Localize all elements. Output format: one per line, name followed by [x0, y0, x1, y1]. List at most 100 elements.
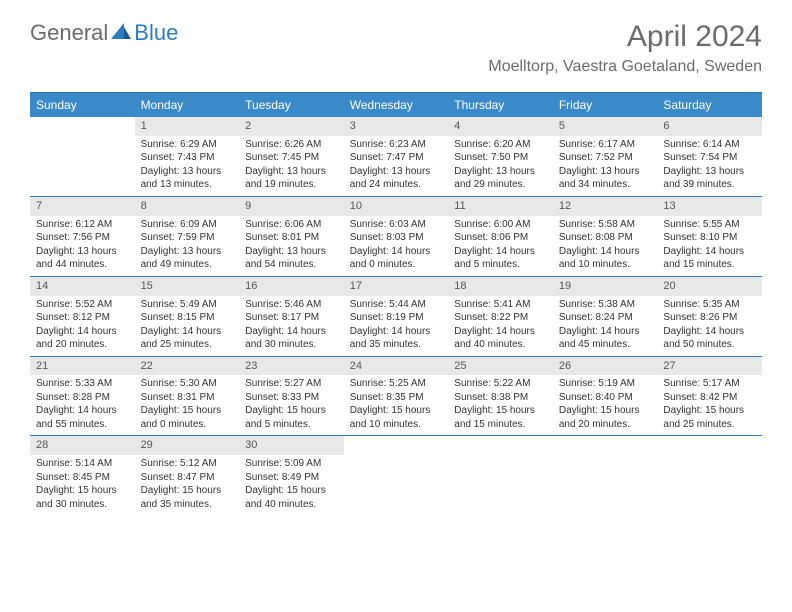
day-cell: 15Sunrise: 5:49 AMSunset: 8:15 PMDayligh…	[135, 277, 240, 356]
sunset-line: Sunset: 8:15 PM	[141, 311, 234, 325]
sunrise-line: Sunrise: 5:17 AM	[663, 377, 756, 391]
week-row: 1Sunrise: 6:29 AMSunset: 7:43 PMDaylight…	[30, 117, 762, 197]
day-number: 8	[135, 197, 240, 216]
week-row: 7 Sunrise: 6:12 AMSunset: 7:56 PM Daylight…	[30, 197, 762, 277]
day-body: Sunrise: 6:26 AMSunset: 7:45 PMDaylight:…	[239, 136, 344, 196]
day-body: Sunrise: 6:23 AMSunset: 7:47 PMDaylight:…	[344, 136, 449, 196]
calendar-body: 1Sunrise: 6:29 AMSunset: 7:43 PMDaylight…	[30, 117, 762, 515]
day-number: 30	[239, 436, 344, 455]
empty-cell	[553, 436, 658, 515]
sunset-line: Sunset: 7:43 PM	[141, 151, 234, 165]
daylight-line: Daylight: 13 hours and 29 minutes.	[454, 165, 547, 192]
sunset-line: Sunset: 7:56 PM	[36, 231, 129, 245]
day-cell: 12Sunrise: 5:58 AMSunset: 8:08 PMDayligh…	[553, 197, 658, 276]
title-block: April 2024 Moelltorp, Vaestra Goetaland,…	[488, 20, 762, 76]
day-cell: 11Sunrise: 6:00 AMSunset: 8:06 PMDayligh…	[448, 197, 553, 276]
day-number: 16	[239, 277, 344, 296]
sunrise-line: Sunrise: 5:12 AM	[141, 457, 234, 471]
sunrise-line: Sunrise: 5:58 AM	[559, 218, 652, 232]
day-number: 12	[553, 197, 658, 216]
day-number: 7	[30, 197, 135, 216]
daylight-line: Daylight: 14 hours and 25 minutes.	[141, 325, 234, 352]
sunset-line: Sunset: 8:24 PM	[559, 311, 652, 325]
day-number: 11	[448, 197, 553, 216]
sunrise-line: Sunrise: 5:38 AM	[559, 298, 652, 312]
sunrise-line: Sunrise: 6:23 AM	[350, 138, 443, 152]
triangle-icon	[110, 22, 132, 45]
day-cell: 9Sunrise: 6:06 AMSunset: 8:01 PMDaylight…	[239, 197, 344, 276]
day-header-wednesday: Wednesday	[344, 93, 449, 117]
day-number: 13	[657, 197, 762, 216]
sunset-line: Sunset: 8:22 PM	[454, 311, 547, 325]
day-body: Sunrise: 5:35 AMSunset: 8:26 PMDaylight:…	[657, 296, 762, 356]
sunrise-line: Sunrise: 5:52 AM	[36, 298, 129, 312]
daylight-line: Daylight: 15 hours and 15 minutes.	[454, 404, 547, 431]
sunset-line: Sunset: 8:08 PM	[559, 231, 652, 245]
sunset-line: Sunset: 7:50 PM	[454, 151, 547, 165]
sunset-line: Sunset: 7:47 PM	[350, 151, 443, 165]
day-body: Sunrise: 5:14 AMSunset: 8:45 PMDaylight:…	[30, 455, 135, 515]
daylight-line: Daylight: 14 hours and 5 minutes.	[454, 245, 547, 272]
calendar-header-row: SundayMondayTuesdayWednesdayThursdayFrid…	[30, 93, 762, 117]
sunrise-line: Sunrise: 5:14 AM	[36, 457, 129, 471]
daylight-line: Daylight: 15 hours and 35 minutes.	[141, 484, 234, 511]
day-header-friday: Friday	[553, 93, 658, 117]
day-number: 18	[448, 277, 553, 296]
day-number: 19	[553, 277, 658, 296]
location-text: Moelltorp, Vaestra Goetaland, Sweden	[488, 58, 762, 76]
daylight-line: Daylight: 14 hours and 15 minutes.	[663, 245, 756, 272]
daylight-line: Daylight: 15 hours and 25 minutes.	[663, 404, 756, 431]
day-cell: 10Sunrise: 6:03 AMSunset: 8:03 PMDayligh…	[344, 197, 449, 276]
sunrise-line: Sunrise: 6:09 AM	[141, 218, 234, 232]
day-cell: 24Sunrise: 5:25 AMSunset: 8:35 PMDayligh…	[344, 357, 449, 436]
week-row: 21Sunrise: 5:33 AMSunset: 8:28 PMDayligh…	[30, 357, 762, 437]
day-cell: 22Sunrise: 5:30 AMSunset: 8:31 PMDayligh…	[135, 357, 240, 436]
day-body: Sunrise: 5:27 AMSunset: 8:33 PMDaylight:…	[239, 375, 344, 435]
day-header-saturday: Saturday	[657, 93, 762, 117]
day-body: Sunrise: 5:38 AMSunset: 8:24 PMDaylight:…	[553, 296, 658, 356]
sunrise-line: Sunrise: 5:35 AM	[663, 298, 756, 312]
sunset-line: Sunset: 8:10 PM	[663, 231, 756, 245]
day-body: Sunrise: 5:17 AMSunset: 8:42 PMDaylight:…	[657, 375, 762, 435]
day-body: Sunrise: 5:22 AMSunset: 8:38 PMDaylight:…	[448, 375, 553, 435]
daylight-line: Daylight: 13 hours and 54 minutes.	[245, 245, 338, 272]
empty-cell	[448, 436, 553, 515]
day-body: Sunrise: 6:06 AMSunset: 8:01 PMDaylight:…	[239, 216, 344, 276]
day-number: 20	[657, 277, 762, 296]
day-cell: 3Sunrise: 6:23 AMSunset: 7:47 PMDaylight…	[344, 117, 449, 196]
day-body: Sunrise: 5:12 AMSunset: 8:47 PMDaylight:…	[135, 455, 240, 515]
daylight-line: Daylight: 14 hours and 30 minutes.	[245, 325, 338, 352]
sunrise-line: Sunrise: 5:44 AM	[350, 298, 443, 312]
day-header-sunday: Sunday	[30, 93, 135, 117]
day-body: Sunrise: 6:20 AMSunset: 7:50 PMDaylight:…	[448, 136, 553, 196]
day-cell: 27Sunrise: 5:17 AMSunset: 8:42 PMDayligh…	[657, 357, 762, 436]
logo-text-general: General	[30, 20, 108, 46]
daylight-line: Daylight: 13 hours and 49 minutes.	[141, 245, 234, 272]
day-body: Sunrise: 6:00 AMSunset: 8:06 PMDaylight:…	[448, 216, 553, 276]
sunrise-line: Sunrise: 6:00 AM	[454, 218, 547, 232]
sunset-line: Sunset: 8:03 PM	[350, 231, 443, 245]
day-cell: 8Sunrise: 6:09 AMSunset: 7:59 PMDaylight…	[135, 197, 240, 276]
day-body: Sunrise: 6:03 AMSunset: 8:03 PMDaylight:…	[344, 216, 449, 276]
day-body: Sunrise: 5:44 AMSunset: 8:19 PMDaylight:…	[344, 296, 449, 356]
day-number: 28	[30, 436, 135, 455]
day-cell: 17Sunrise: 5:44 AMSunset: 8:19 PMDayligh…	[344, 277, 449, 356]
day-number: 25	[448, 357, 553, 376]
daylight-line: Daylight: 14 hours and 0 minutes.	[350, 245, 443, 272]
daylight-line: Daylight: 13 hours and 13 minutes.	[141, 165, 234, 192]
day-number: 3	[344, 117, 449, 136]
empty-cell	[30, 117, 135, 196]
day-body: Sunrise: 5:55 AMSunset: 8:10 PMDaylight:…	[657, 216, 762, 276]
day-body: Sunrise: 5:46 AMSunset: 8:17 PMDaylight:…	[239, 296, 344, 356]
sunrise-line: Sunrise: 5:46 AM	[245, 298, 338, 312]
sunset-line: Sunset: 8:01 PM	[245, 231, 338, 245]
sunrise-line: Sunrise: 5:41 AM	[454, 298, 547, 312]
day-body: Sunrise: 5:25 AMSunset: 8:35 PMDaylight:…	[344, 375, 449, 435]
day-body: Sunrise: 5:30 AMSunset: 8:31 PMDaylight:…	[135, 375, 240, 435]
daylight-line: Daylight: 13 hours and 34 minutes.	[559, 165, 652, 192]
day-cell: 7Sunrise: 6:12 AMSunset: 7:56 PMDaylight…	[30, 197, 135, 276]
day-number: 27	[657, 357, 762, 376]
sunrise-line: Sunrise: 6:12 AM	[36, 218, 129, 232]
sunset-line: Sunset: 8:06 PM	[454, 231, 547, 245]
sunrise-line: Sunrise: 5:09 AM	[245, 457, 338, 471]
